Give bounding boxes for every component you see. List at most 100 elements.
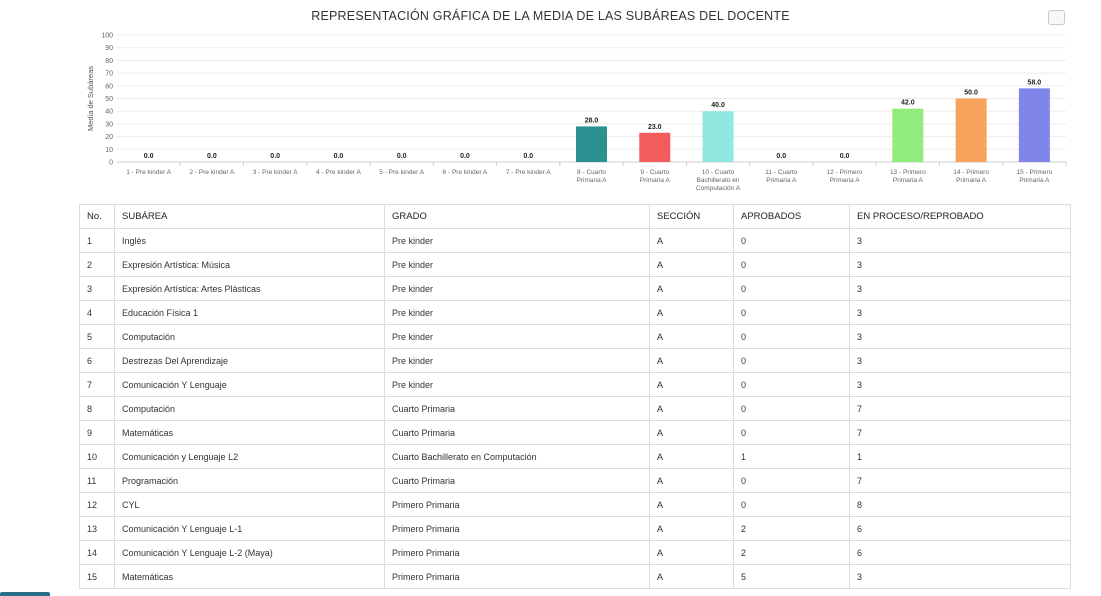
cell-no: 6 [79,348,115,373]
table-row: 8 Computación Cuarto Primaria A 0 7 [79,396,1071,421]
cell-no: 12 [79,492,115,517]
cell-subarea: Comunicación Y Lenguaje L-2 (Maya) [114,540,385,565]
table-row: 12 CYL Primero Primaria A 0 8 [79,492,1071,517]
data-label: 0.0 [144,153,154,160]
cell-grado: Pre kinder [384,252,650,277]
table-row: 1 Inglés Pre kinder A 0 3 [79,228,1071,253]
cell-aprobados: 0 [733,468,850,493]
cell-no: 4 [79,300,115,325]
cell-grado: Cuarto Primaria [384,420,650,445]
cell-aprobados: 0 [733,372,850,397]
cell-en-proceso: 3 [849,276,1071,301]
cell-en-proceso: 7 [849,468,1071,493]
x-tick-label: 12 - Primero Primaria A [827,169,863,184]
cell-subarea: Matemáticas [114,420,385,445]
cell-subarea: Comunicación y Lenguaje L2 [114,444,385,469]
cell-grado: Primero Primaria [384,516,650,541]
cell-no: 9 [79,420,115,445]
x-tick-label: 3 - Pre kinder A [253,169,298,176]
x-tick-label: 7 - Pre kinder A [506,169,551,176]
cell-subarea: Programación [114,468,385,493]
header-aprobados: APROBADOS [733,204,850,229]
bar [955,98,987,162]
cell-no: 7 [79,372,115,397]
cell-seccion: A [649,396,734,421]
data-label: 0.0 [397,153,407,160]
cell-no: 8 [79,396,115,421]
chart-container: REPRESENTACIÓN GRÁFICA DE LA MEDIA DE LA… [0,0,1101,200]
cell-no: 11 [79,468,115,493]
cell-subarea: Educación Física 1 [114,300,385,325]
cell-subarea: Inglés [114,228,385,253]
cell-aprobados: 0 [733,492,850,517]
y-tick-label: 40 [105,109,113,116]
cell-grado: Cuarto Primaria [384,468,650,493]
cell-en-proceso: 3 [849,348,1071,373]
cell-en-proceso: 6 [849,516,1071,541]
table-row: 9 Matemáticas Cuarto Primaria A 0 7 [79,420,1071,445]
table-row: 13 Comunicación Y Lenguaje L-1 Primero Pri… [79,516,1071,541]
x-tick-label: 1 - Pre kinder A [126,169,171,176]
table-body: 1 Inglés Pre kinder A 0 3 2 Expresión Artística… [79,228,1071,589]
cell-en-proceso: 8 [849,492,1071,517]
cell-seccion: A [649,468,734,493]
cell-subarea: Destrezas Del Aprendizaje [114,348,385,373]
header-grado: GRADO [384,204,650,229]
data-label: 0.0 [776,153,786,160]
cell-en-proceso: 3 [849,372,1071,397]
cell-en-proceso: 3 [849,300,1071,325]
chart-menu-button[interactable] [1048,10,1065,25]
x-tick-label: 10 - Cuarto Bachillerato en Computación A [696,169,741,192]
data-label: 42.0 [901,100,915,107]
cell-seccion: A [649,324,734,349]
bottom-left-tab[interactable] [0,592,50,596]
cell-subarea: CYL [114,492,385,517]
data-label: 50.0 [964,90,978,97]
cell-no: 5 [79,324,115,349]
cell-en-proceso: 6 [849,540,1071,565]
x-tick-label: 13 - Primero Primaria A [890,169,926,184]
cell-grado: Pre kinder [384,348,650,373]
cell-aprobados: 1 [733,444,850,469]
table-row: 5 Computación Pre kinder A 0 3 [79,324,1071,349]
cell-aprobados: 0 [733,252,850,277]
data-label: 0.0 [270,153,280,160]
table-row: 6 Destrezas Del Aprendizaje Pre kinder A 0 3 [79,348,1071,373]
bar [639,132,671,162]
cell-no: 3 [79,276,115,301]
cell-aprobados: 0 [733,324,850,349]
cell-en-proceso: 7 [849,420,1071,445]
x-tick-label: 2 - Pre kinder A [189,169,234,176]
data-label: 58.0 [1028,79,1042,86]
subareas-table: No. SUBÁREA GRADO SECCIÓN APROBADOS EN P… [79,204,1071,589]
cell-no: 13 [79,516,115,541]
x-tick-label: 15 - Primero Primaria A [1016,169,1052,184]
cell-seccion: A [649,300,734,325]
cell-seccion: A [649,540,734,565]
cell-aprobados: 0 [733,396,850,421]
cell-aprobados: 5 [733,564,850,589]
cell-seccion: A [649,516,734,541]
y-tick-label: 70 [105,71,113,78]
cell-seccion: A [649,228,734,253]
table-row: 15 Matemáticas Primero Primaria A 5 3 [79,564,1071,589]
cell-aprobados: 0 [733,420,850,445]
x-tick-label: 8 - Cuarto Primaria A [577,169,608,184]
cell-subarea: Computación [114,324,385,349]
cell-subarea: Expresión Artística: Música [114,252,385,277]
cell-no: 14 [79,540,115,565]
x-tick-label: 14 - Primero Primaria A [953,169,989,184]
table-row: 14 Comunicación Y Lenguaje L-2 (Maya) Prim… [79,540,1071,565]
header-seccion: SECCIÓN [649,204,734,229]
cell-no: 1 [79,228,115,253]
cell-seccion: A [649,420,734,445]
data-label: 0.0 [840,153,850,160]
header-en-proceso: EN PROCESO/REPROBADO [849,204,1071,229]
cell-subarea: Computación [114,396,385,421]
data-label: 0.0 [207,153,217,160]
y-tick-label: 50 [105,96,113,103]
cell-seccion: A [649,372,734,397]
table-row: 11 Programación Cuarto Primaria A 0 7 [79,468,1071,493]
y-tick-label: 10 [105,147,113,154]
chart-title: REPRESENTACIÓN GRÁFICA DE LA MEDIA DE LA… [311,9,790,23]
